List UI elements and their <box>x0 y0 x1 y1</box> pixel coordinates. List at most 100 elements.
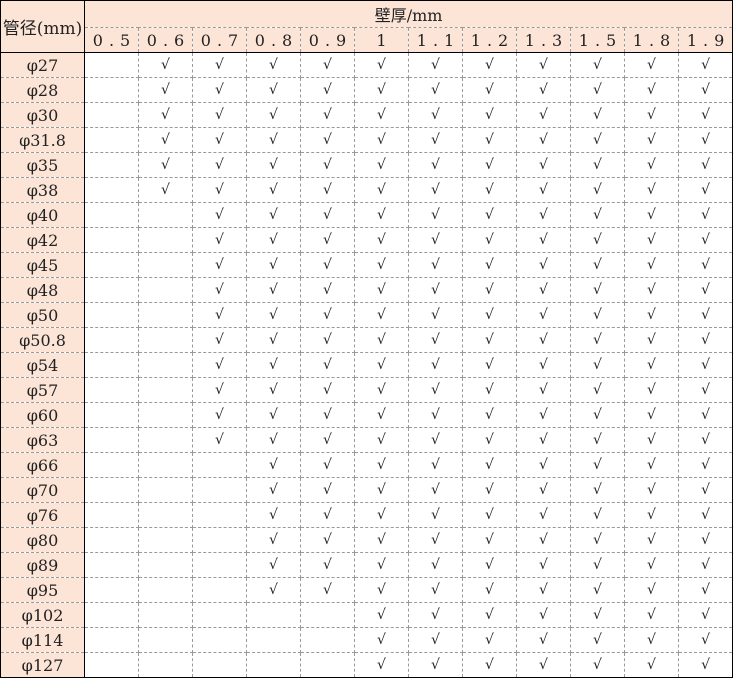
check-mark-cell: √ <box>246 227 301 253</box>
check-mark-cell: √ <box>677 177 733 203</box>
empty-cell <box>84 427 139 453</box>
check-mark-cell: √ <box>516 127 571 153</box>
empty-cell <box>138 577 193 603</box>
check-mark-cell: √ <box>624 527 679 553</box>
row-header: φ80 <box>0 527 85 553</box>
check-mark-cell: √ <box>462 302 517 328</box>
check-mark-cell: √ <box>516 402 571 428</box>
empty-cell <box>192 602 247 628</box>
check-mark-cell: √ <box>677 652 733 678</box>
empty-cell <box>138 652 193 678</box>
check-mark-cell: √ <box>408 377 463 403</box>
table-row: φ45 √ √ √ √ √ √ √ √ √ √ <box>0 252 733 278</box>
check-mark-cell: √ <box>246 552 301 578</box>
check-mark-cell: √ <box>462 77 517 103</box>
row-header: φ95 <box>0 577 85 603</box>
check-mark-cell: √ <box>354 452 409 478</box>
check-mark-cell: √ <box>462 52 517 78</box>
empty-cell <box>138 302 193 328</box>
empty-cell <box>84 577 139 603</box>
check-mark-cell: √ <box>192 402 247 428</box>
empty-cell <box>84 527 139 553</box>
table-row: φ48 √ √ √ √ √ √ √ √ √ √ <box>0 277 733 303</box>
check-mark-cell: √ <box>570 377 625 403</box>
empty-cell <box>246 602 301 628</box>
row-header: φ63 <box>0 427 85 453</box>
check-mark-cell: √ <box>408 452 463 478</box>
check-mark-cell: √ <box>408 502 463 528</box>
check-mark-cell: √ <box>624 52 679 78</box>
empty-cell <box>138 427 193 453</box>
empty-cell <box>84 477 139 503</box>
check-mark-cell: √ <box>354 527 409 553</box>
check-mark-cell: √ <box>192 427 247 453</box>
check-mark-cell: √ <box>677 602 733 628</box>
check-mark-cell: √ <box>624 652 679 678</box>
check-mark-cell: √ <box>462 552 517 578</box>
check-mark-cell: √ <box>408 152 463 178</box>
empty-cell <box>84 302 139 328</box>
table-row: φ50 √ √ √ √ √ √ √ √ √ √ <box>0 302 733 328</box>
check-mark-cell: √ <box>246 527 301 553</box>
check-mark-cell: √ <box>192 77 247 103</box>
table-row: φ76 √ √ √ √ √ √ √ √ √ <box>0 502 733 528</box>
check-mark-cell: √ <box>354 552 409 578</box>
check-mark-cell: √ <box>570 627 625 653</box>
row-header: φ114 <box>0 627 85 653</box>
empty-cell <box>84 52 139 78</box>
check-mark-cell: √ <box>624 502 679 528</box>
check-mark-cell: √ <box>138 102 193 128</box>
check-mark-cell: √ <box>516 352 571 378</box>
check-mark-cell: √ <box>624 602 679 628</box>
check-mark-cell: √ <box>300 302 355 328</box>
column-header: 0.7 <box>192 27 247 53</box>
check-mark-cell: √ <box>677 627 733 653</box>
check-mark-cell: √ <box>354 227 409 253</box>
table-row: φ35 √ √ √ √ √ √ √ √ √ √ √ <box>0 152 733 178</box>
check-mark-cell: √ <box>354 77 409 103</box>
check-mark-cell: √ <box>300 427 355 453</box>
check-mark-cell: √ <box>462 277 517 303</box>
check-mark-cell: √ <box>462 402 517 428</box>
empty-cell <box>138 327 193 353</box>
empty-cell <box>138 402 193 428</box>
check-mark-cell: √ <box>624 402 679 428</box>
check-mark-cell: √ <box>462 177 517 203</box>
empty-cell <box>192 552 247 578</box>
table-row: φ27 √ √ √ √ √ √ √ √ √ √ √ <box>0 52 733 78</box>
empty-cell <box>84 252 139 278</box>
check-mark-cell: √ <box>246 452 301 478</box>
check-mark-cell: √ <box>246 127 301 153</box>
empty-cell <box>138 252 193 278</box>
check-mark-cell: √ <box>246 577 301 603</box>
column-header: 0.6 <box>138 27 193 53</box>
empty-cell <box>192 627 247 653</box>
column-header: 1 <box>354 27 409 53</box>
empty-cell <box>84 202 139 228</box>
empty-cell <box>138 227 193 253</box>
empty-cell <box>138 352 193 378</box>
check-mark-cell: √ <box>462 477 517 503</box>
table-row: φ60 √ √ √ √ √ √ √ √ √ √ <box>0 402 733 428</box>
check-mark-cell: √ <box>192 127 247 153</box>
row-header: φ54 <box>0 352 85 378</box>
empty-cell <box>138 552 193 578</box>
check-mark-cell: √ <box>462 152 517 178</box>
check-mark-cell: √ <box>516 77 571 103</box>
check-mark-cell: √ <box>624 352 679 378</box>
check-mark-cell: √ <box>570 227 625 253</box>
check-mark-cell: √ <box>408 252 463 278</box>
row-header: φ102 <box>0 602 85 628</box>
check-mark-cell: √ <box>462 652 517 678</box>
check-mark-cell: √ <box>300 177 355 203</box>
row-header: φ28 <box>0 77 85 103</box>
wall-thickness-header: 壁厚/mm <box>83 0 733 28</box>
check-mark-cell: √ <box>300 152 355 178</box>
check-mark-cell: √ <box>570 152 625 178</box>
check-mark-cell: √ <box>246 502 301 528</box>
check-mark-cell: √ <box>516 652 571 678</box>
check-mark-cell: √ <box>138 152 193 178</box>
check-mark-cell: √ <box>354 477 409 503</box>
check-mark-cell: √ <box>516 377 571 403</box>
check-mark-cell: √ <box>462 502 517 528</box>
